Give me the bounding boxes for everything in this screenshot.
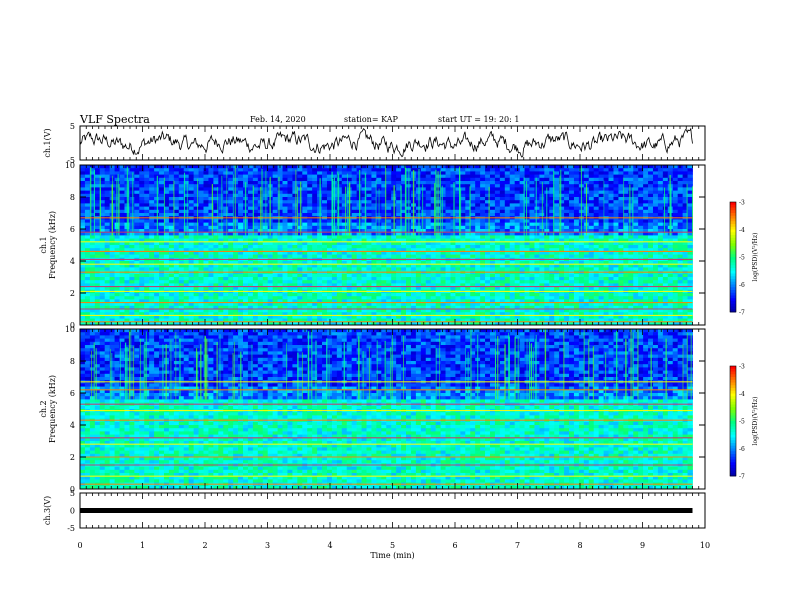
y-tick-label: 5 — [70, 122, 75, 131]
colorbar-tick-label: -5 — [739, 419, 745, 426]
colorbar-tick-label: -4 — [739, 391, 745, 398]
colorbar — [729, 201, 737, 313]
y-tick-label: 6 — [70, 225, 75, 234]
ch1-spectrogram: 0 2 4 6 8 10 ch.1 Frequency (kHz) -3 -4 -5 -6 -7 log(… — [39, 161, 759, 330]
x-tick-label: 6 — [452, 541, 457, 550]
x-axis-label: Time (min) — [370, 551, 414, 560]
y-tick-label: 0 — [70, 485, 75, 494]
x-tick-label: 3 — [265, 541, 270, 550]
colorbar-label: log(PSD)(V²/Hz) — [752, 233, 759, 282]
x-tick-label: 9 — [640, 541, 645, 550]
date-label: Feb. 14, 2020 — [250, 115, 306, 124]
y-tick-label: 10 — [65, 325, 75, 334]
x-tick-label: 0 — [77, 541, 82, 550]
colorbar-label: log(PSD)(V²/Hz) — [752, 397, 759, 446]
colorbar-tick-label: -7 — [739, 310, 745, 317]
y-tick-label: 0 — [70, 507, 75, 516]
ch2-spectrogram: 0 2 4 6 8 10 ch.2 Frequency (kHz) -3 -4 -5 -6 -7 log(… — [39, 325, 759, 494]
y-axis-label: Frequency (kHz) — [48, 375, 57, 443]
y-tick-label: -5 — [67, 524, 75, 533]
y-tick-label: 4 — [70, 421, 75, 430]
x-tick-label: 10 — [700, 541, 710, 550]
colorbar-tick-label: -5 — [739, 255, 745, 262]
ch1-trace — [79, 127, 693, 158]
y-axis-label: ch.2 — [39, 400, 48, 417]
colorbar-tick-label: -3 — [739, 200, 745, 207]
x-tick-label: 1 — [140, 541, 145, 550]
figure-title: VLF Spectra — [80, 113, 150, 126]
y-axis-label: ch.1 — [39, 236, 48, 253]
y-axis-label: Frequency (kHz) — [48, 211, 57, 279]
x-tick-label: 7 — [515, 541, 520, 550]
colorbar-tick-label: -3 — [739, 364, 745, 371]
y-tick-label: 10 — [65, 161, 75, 170]
start-ut-label: start UT = 19: 20: 1 — [438, 115, 520, 124]
colorbar-tick-label: -4 — [739, 227, 745, 234]
x-tick-label: 8 — [577, 541, 582, 550]
y-axis-label: ch.3(V) — [43, 496, 52, 525]
colorbar-tick-label: -6 — [739, 446, 745, 453]
y-tick-label: -5 — [67, 156, 75, 165]
time-axis: 0 1 2 3 4 5 6 7 8 9 10 Time (min) — [77, 126, 710, 560]
y-tick-label: 2 — [70, 453, 75, 462]
station-label: station= KAP — [344, 115, 398, 124]
colorbar — [729, 365, 737, 477]
y-axis-label: ch.1(V) — [43, 128, 52, 157]
x-tick-label: 2 — [202, 541, 207, 550]
y-tick-label: 5 — [70, 489, 75, 498]
x-tick-label: 4 — [327, 541, 332, 550]
y-tick-label: 0 — [70, 321, 75, 330]
y-tick-label: 8 — [70, 193, 75, 202]
y-tick-label: 6 — [70, 389, 75, 398]
y-tick-label: 4 — [70, 257, 75, 266]
colorbar-tick-label: -7 — [739, 474, 745, 481]
colorbar-tick-label: -6 — [739, 282, 745, 289]
y-tick-label: 8 — [70, 357, 75, 366]
y-tick-label: 2 — [70, 289, 75, 298]
x-tick-label: 5 — [390, 541, 395, 550]
